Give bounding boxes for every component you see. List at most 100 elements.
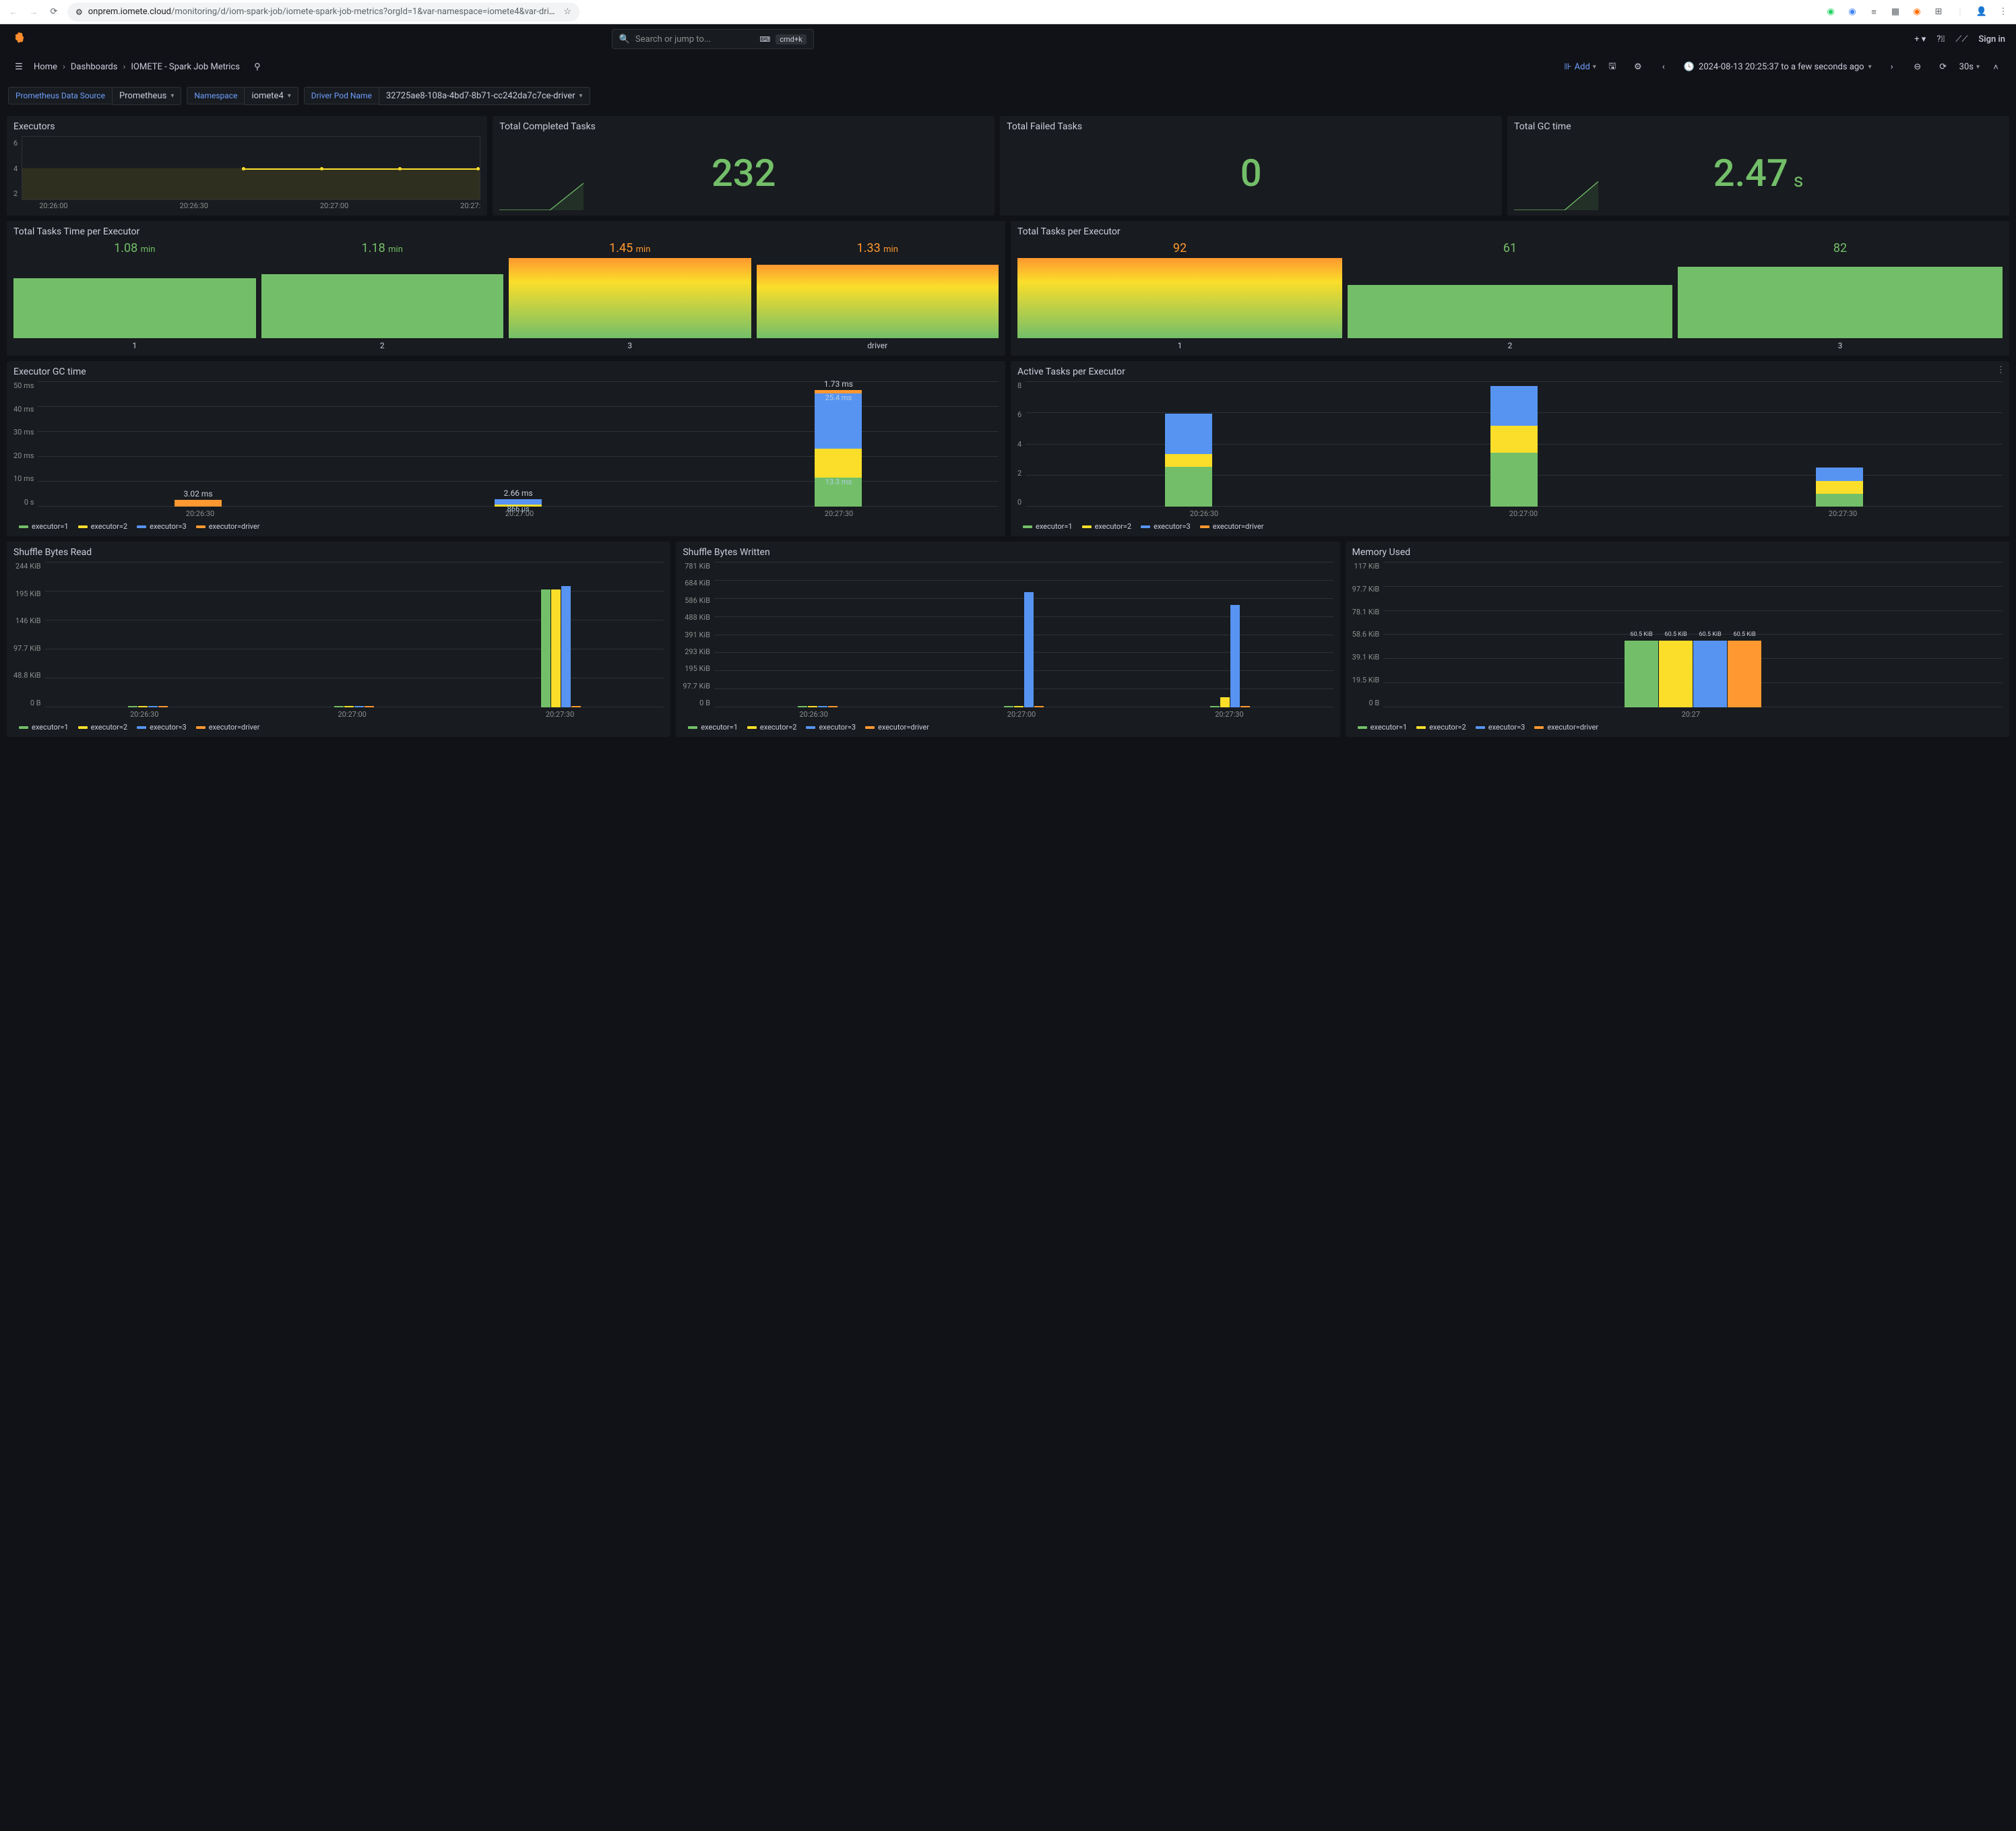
- tick: 58.6 KiB: [1352, 630, 1380, 639]
- x-axis: 20:27: [1352, 707, 2003, 719]
- bar-fill-wrap: [261, 258, 504, 338]
- bar-stat: 612: [1348, 241, 1672, 350]
- var-ds-value[interactable]: Prometheus▾: [112, 87, 181, 105]
- stacked-bar: [1490, 386, 1538, 507]
- panel-shuffle-write[interactable]: Shuffle Bytes Written 781 KiB684 KiB586 …: [676, 542, 1340, 737]
- panel-failed-tasks[interactable]: Total Failed Tasks 0: [1000, 116, 1502, 216]
- signin-link[interactable]: Sign in: [1978, 34, 2005, 44]
- timerange-picker[interactable]: 🕓 2024-08-13 20:25:37 to a few seconds a…: [1680, 62, 1876, 72]
- browser-forward-icon[interactable]: →: [27, 5, 40, 19]
- panel-executor-gc[interactable]: Executor GC time 50 ms40 ms30 ms20 ms10 …: [7, 361, 1005, 536]
- bar-fill-wrap: [1678, 258, 2003, 338]
- legend-item[interactable]: executor=1: [19, 723, 69, 732]
- bar: [354, 706, 364, 707]
- save-icon[interactable]: 🖫: [1603, 58, 1622, 77]
- global-search[interactable]: 🔍 Search or jump to... ⌨ cmd+k: [612, 29, 814, 49]
- legend-item[interactable]: executor=driver: [196, 522, 260, 531]
- add-button[interactable]: ⊪ Add ▾: [1564, 62, 1596, 72]
- bookmark-star-icon[interactable]: ☆: [563, 7, 571, 17]
- collapse-row-icon[interactable]: ˄: [1986, 58, 2005, 77]
- panel-completed-tasks[interactable]: Total Completed Tasks 232: [493, 116, 995, 216]
- ext-lines-icon[interactable]: ≡: [1868, 6, 1880, 18]
- legend-item[interactable]: executor=driver: [196, 723, 260, 732]
- legend-item[interactable]: executor=1: [19, 522, 69, 531]
- ext-whatsapp-icon[interactable]: ◉: [1825, 6, 1837, 18]
- settings-icon[interactable]: ⚙: [1629, 58, 1647, 77]
- bar-fill-wrap: [13, 258, 256, 338]
- legend-swatch: [1141, 525, 1150, 528]
- legend-item[interactable]: executor=driver: [1200, 522, 1264, 531]
- tick: 117 KiB: [1352, 562, 1380, 571]
- legend-label: executor=1: [32, 522, 69, 531]
- legend-item[interactable]: executor=3: [806, 723, 856, 732]
- grafana-logo-icon[interactable]: [11, 31, 27, 47]
- ext-blue-icon[interactable]: ◉: [1846, 6, 1858, 18]
- share-icon[interactable]: ⚲: [248, 58, 267, 77]
- bar-top-label: 60.5 KiB: [1734, 631, 1756, 638]
- legend-item[interactable]: executor=1: [1358, 723, 1408, 732]
- legend-label: executor=2: [1095, 522, 1132, 531]
- bar-fill: [1017, 258, 1342, 338]
- x-axis: 20:26:3020:27:0020:27:30: [683, 707, 1333, 719]
- panel-tasks-count[interactable]: Total Tasks per Executor 921612823: [1011, 221, 2009, 356]
- legend-item[interactable]: executor=2: [1416, 723, 1466, 732]
- legend-item[interactable]: executor=driver: [1534, 723, 1598, 732]
- bar-label: 2: [1508, 341, 1513, 350]
- bar-fill-wrap: [757, 258, 999, 338]
- legend-item[interactable]: executor=2: [1082, 522, 1132, 531]
- legend-item[interactable]: executor=2: [78, 522, 128, 531]
- bar-fill-wrap: [1017, 258, 1342, 338]
- rss-icon[interactable]: ⟋⟋: [1955, 34, 1967, 44]
- legend-item[interactable]: executor=3: [1476, 723, 1525, 732]
- refresh-interval-picker[interactable]: 30s ▾: [1959, 62, 1980, 72]
- panel-executors[interactable]: Executors 6 4 2 20:26:00 20:26:30 20:27:…: [7, 116, 487, 216]
- panel-title: Executor GC time: [13, 366, 999, 377]
- var-pod-value[interactable]: 32725ae8-108a-4bd7-8b71-cc242da7c7ce-dri…: [379, 87, 590, 105]
- legend-item[interactable]: executor=2: [78, 723, 128, 732]
- panel-tasks-time[interactable]: Total Tasks Time per Executor 1.08 min11…: [7, 221, 1005, 356]
- browser-reload-icon[interactable]: ⟳: [47, 5, 61, 19]
- ext-grid-icon[interactable]: ▦: [1889, 6, 1901, 18]
- bar-fill: [757, 265, 999, 338]
- tick: 391 KiB: [683, 631, 710, 639]
- panel-active-tasks[interactable]: ⋮ Active Tasks per Executor 86420 20:26:…: [1011, 361, 2009, 536]
- legend-item[interactable]: executor=driver: [865, 723, 929, 732]
- bc-dashboards[interactable]: Dashboards: [71, 62, 118, 72]
- bar-group: [1004, 592, 1044, 707]
- legend-item[interactable]: executor=3: [137, 723, 187, 732]
- panel-title: Executors: [13, 121, 480, 132]
- panel-menu-icon[interactable]: ⋮: [1996, 365, 2005, 375]
- stacked-bar: [1165, 414, 1212, 507]
- panel-total-gc[interactable]: Total GC time 2.47 s: [1507, 116, 2009, 216]
- legend-label: executor=3: [150, 522, 187, 531]
- panel-memory[interactable]: Memory Used 117 KiB97.7 KiB78.1 KiB58.6 …: [1346, 542, 2009, 737]
- legend-item[interactable]: executor=2: [747, 723, 797, 732]
- timerange-back-icon[interactable]: ‹: [1654, 58, 1673, 77]
- url-bar[interactable]: ⚙ onprem.iomete.cloud/monitoring/d/iom-s…: [67, 3, 579, 22]
- chart-plot: [714, 562, 1333, 707]
- legend-item[interactable]: executor=3: [1141, 522, 1191, 531]
- browser-back-icon[interactable]: ←: [7, 5, 20, 19]
- hamburger-menu-icon[interactable]: ☰: [11, 59, 27, 75]
- browser-menu-icon[interactable]: ⋮: [1997, 6, 2009, 18]
- zoom-out-icon[interactable]: ⊖: [1908, 58, 1927, 77]
- ext-orange-icon[interactable]: ◉: [1911, 6, 1923, 18]
- legend-item[interactable]: executor=1: [1023, 522, 1073, 531]
- legend-item[interactable]: executor=3: [137, 522, 187, 531]
- bar: [1004, 706, 1013, 707]
- bc-page[interactable]: IOMETE - Spark Job Metrics: [131, 62, 240, 72]
- profile-avatar-icon[interactable]: 👤: [1976, 6, 1988, 18]
- bar-segment: [815, 449, 862, 478]
- site-info-icon[interactable]: ⚙: [75, 7, 83, 17]
- legend-label: executor=2: [91, 522, 128, 531]
- panel-shuffle-read[interactable]: Shuffle Bytes Read 244 KiB195 KiB146 KiB…: [7, 542, 670, 737]
- legend-item[interactable]: executor=1: [688, 723, 738, 732]
- bar: [1220, 697, 1230, 707]
- help-icon[interactable]: ?⃝: [1936, 34, 1945, 44]
- var-ns-value[interactable]: iomete4▾: [244, 87, 298, 105]
- bc-home[interactable]: Home: [34, 62, 57, 72]
- timerange-fwd-icon[interactable]: ›: [1883, 58, 1901, 77]
- plus-icon[interactable]: + ▾: [1914, 34, 1926, 44]
- ext-puzzle-icon[interactable]: ⊞: [1932, 6, 1945, 18]
- refresh-icon[interactable]: ⟳: [1934, 58, 1953, 77]
